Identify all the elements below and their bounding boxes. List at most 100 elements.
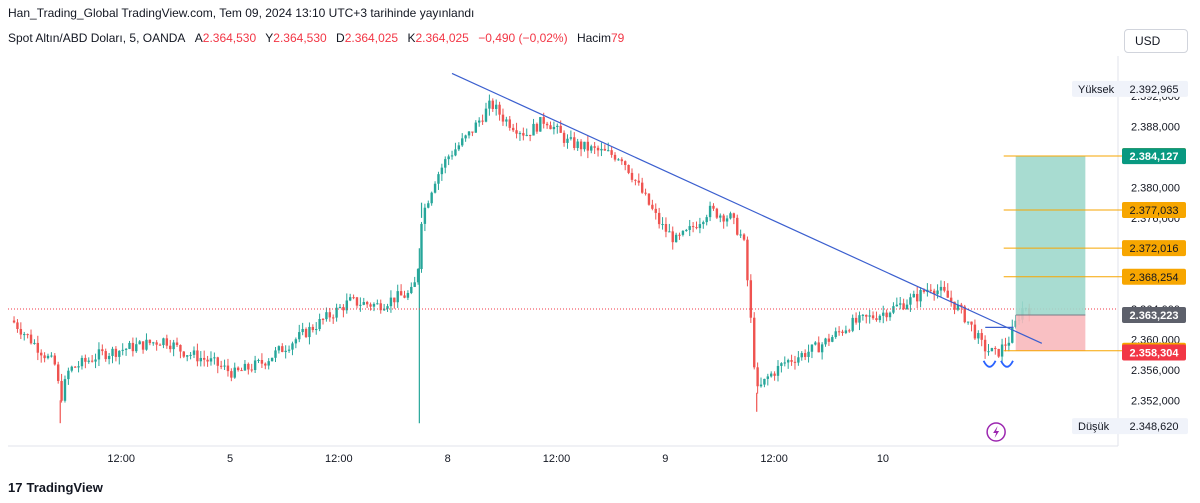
- candle-body: [576, 141, 579, 148]
- candle-body: [505, 119, 508, 122]
- candle-body: [298, 332, 301, 340]
- candle-body: [661, 224, 664, 226]
- x-tick-label: 10: [877, 453, 889, 465]
- candle-body: [335, 307, 338, 318]
- candle-body: [573, 137, 576, 148]
- candle-body: [678, 234, 681, 236]
- candle-body: [430, 192, 433, 204]
- candle-body: [932, 290, 936, 295]
- candle-body: [820, 344, 824, 353]
- candle-body: [464, 135, 467, 139]
- candle-body: [630, 172, 634, 180]
- candle-body: [539, 117, 542, 132]
- symbol-legend: Spot Altın/ABD Doları, 5, OANDA A2.364,5…: [8, 31, 624, 45]
- candle-body: [63, 379, 67, 401]
- candle-body: [905, 304, 909, 310]
- candle-body: [624, 161, 627, 166]
- candle-body: [206, 359, 209, 362]
- candle-body: [552, 126, 556, 130]
- candle-body: [742, 234, 746, 240]
- candle-body: [440, 167, 444, 175]
- candle-body: [172, 342, 175, 350]
- candle-body: [617, 159, 620, 161]
- candle-body: [770, 373, 773, 377]
- candle-body: [671, 231, 674, 243]
- currency-button[interactable]: USD: [1124, 29, 1188, 53]
- candle-body: [33, 342, 36, 344]
- candle-body: [674, 234, 678, 243]
- candle-body: [596, 147, 600, 151]
- candle-body: [810, 344, 814, 352]
- candle-body: [247, 363, 250, 370]
- candle-body: [749, 280, 753, 318]
- candle-body: [118, 350, 121, 357]
- candle-body: [827, 338, 831, 342]
- price-tag-label: 2.358,304: [1130, 347, 1180, 359]
- candle-body: [1004, 344, 1007, 346]
- candle-body: [423, 207, 427, 224]
- candle-body: [705, 217, 708, 223]
- volume-key: Hacim: [576, 31, 611, 45]
- candle-body: [427, 203, 430, 208]
- candle-body: [603, 148, 607, 151]
- candle-body: [43, 355, 46, 359]
- candle-body: [345, 300, 348, 311]
- candle-body: [579, 141, 583, 150]
- candle-body: [494, 104, 498, 109]
- candle-body: [766, 376, 770, 379]
- candle-body: [590, 146, 593, 151]
- candle-body: [257, 360, 260, 362]
- candle-body: [77, 366, 80, 368]
- low-value: 2.364,025: [344, 31, 399, 45]
- candle-body: [243, 363, 247, 371]
- candle-body: [566, 138, 569, 143]
- candle-body: [135, 344, 138, 352]
- candle-body: [236, 367, 240, 371]
- candle-body: [393, 297, 396, 303]
- candle-body: [386, 306, 389, 309]
- candle-body: [637, 180, 640, 183]
- symbol-name[interactable]: Spot Altın/ABD Doları, 5, OANDA: [8, 31, 186, 45]
- double-bottom-arc: [1000, 360, 1014, 368]
- candle-body: [610, 150, 613, 155]
- candle-body: [949, 297, 953, 302]
- candle-body: [23, 334, 26, 336]
- candle-body: [175, 342, 179, 345]
- candle-body: [182, 351, 186, 357]
- extreme-marker-value: 2.348,620: [1130, 421, 1179, 433]
- candle-body: [736, 217, 739, 235]
- candle-body: [783, 362, 786, 364]
- open-key: A: [194, 31, 203, 45]
- candle-body: [420, 223, 423, 270]
- candle-body: [756, 367, 759, 387]
- candle-body: [861, 314, 865, 316]
- x-tick-label: 12:00: [107, 453, 135, 465]
- candle-body: [759, 384, 763, 387]
- candle-body: [253, 360, 257, 371]
- candle-body: [831, 337, 834, 342]
- extreme-marker: [1072, 418, 1188, 435]
- candle-body: [484, 108, 488, 122]
- candle-body: [60, 380, 63, 401]
- candle-body: [620, 159, 624, 162]
- candle-body: [763, 378, 766, 385]
- candle-body: [348, 297, 352, 301]
- candle-body: [522, 133, 525, 136]
- candle-body: [145, 339, 148, 350]
- x-tick-label: 12:00: [325, 453, 353, 465]
- candle-body: [841, 331, 844, 334]
- candle-body: [90, 360, 94, 362]
- candle-body: [138, 341, 141, 345]
- high-key: Y: [265, 31, 274, 45]
- candle-body: [274, 350, 277, 358]
- candle-body: [977, 333, 980, 339]
- candle-body: [868, 315, 871, 317]
- y-tick-label: 2.356,000: [1131, 365, 1180, 377]
- candle-body: [277, 346, 281, 351]
- candle-body: [56, 364, 60, 381]
- candle-body: [332, 317, 335, 319]
- candle-body: [593, 146, 596, 148]
- candle-body: [912, 293, 916, 298]
- candle-body: [359, 304, 362, 306]
